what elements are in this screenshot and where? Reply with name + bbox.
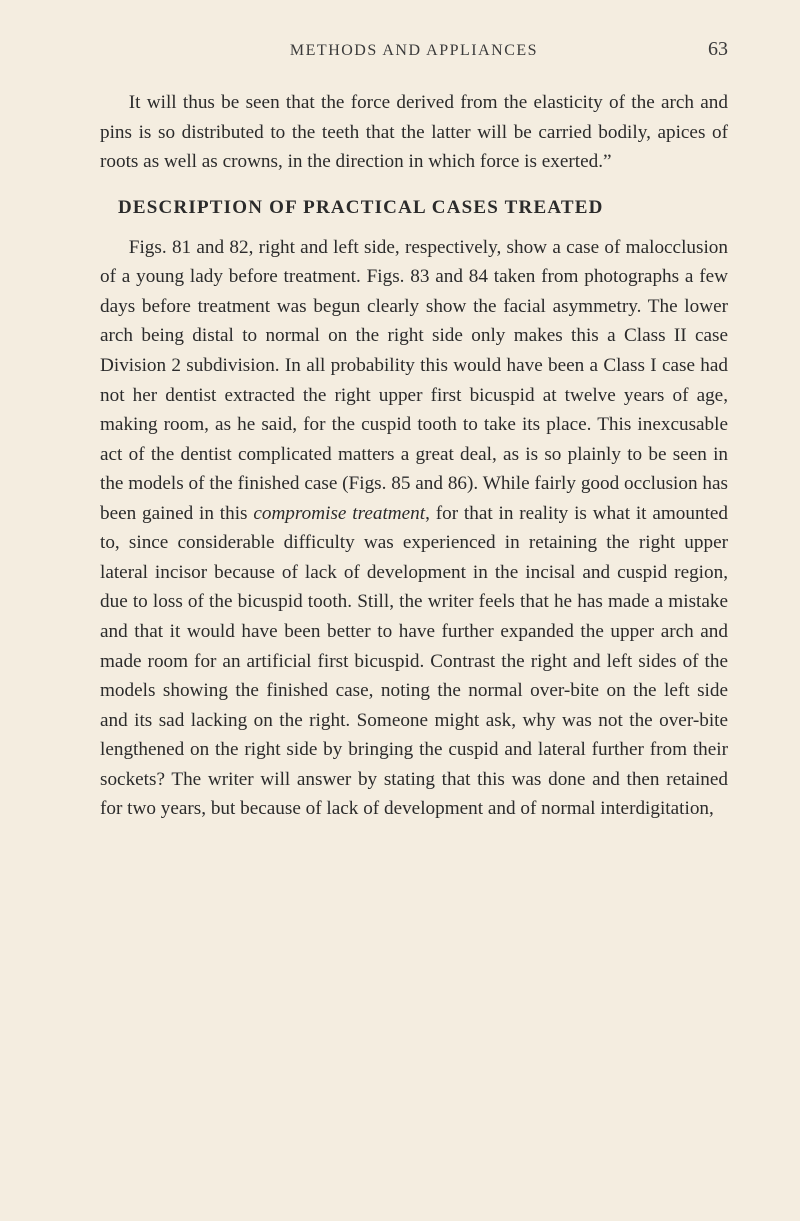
paragraph-2-part1: Figs. 81 and 82, right and left side, re… <box>100 237 728 524</box>
section-heading: DESCRIPTION OF PRACTICAL CASES TREATED <box>118 197 728 219</box>
paragraph-1-text: It will thus be seen that the force deri… <box>100 92 728 172</box>
page-number: 63 <box>708 38 728 61</box>
paragraph-2-italic: compromise treatment <box>253 503 425 524</box>
section-heading-text: DESCRIPTION OF PRACTICAL CASES TREATED <box>118 197 604 218</box>
paragraph-2-part2: , for that in reality is what it amounte… <box>100 503 728 820</box>
paragraph-2: Figs. 81 and 82, right and left side, re… <box>100 233 728 824</box>
running-head-text: METHODS AND APPLIANCES <box>290 42 538 59</box>
paragraph-1: It will thus be seen that the force deri… <box>100 88 728 177</box>
running-head: METHODS AND APPLIANCES 63 <box>100 42 728 60</box>
